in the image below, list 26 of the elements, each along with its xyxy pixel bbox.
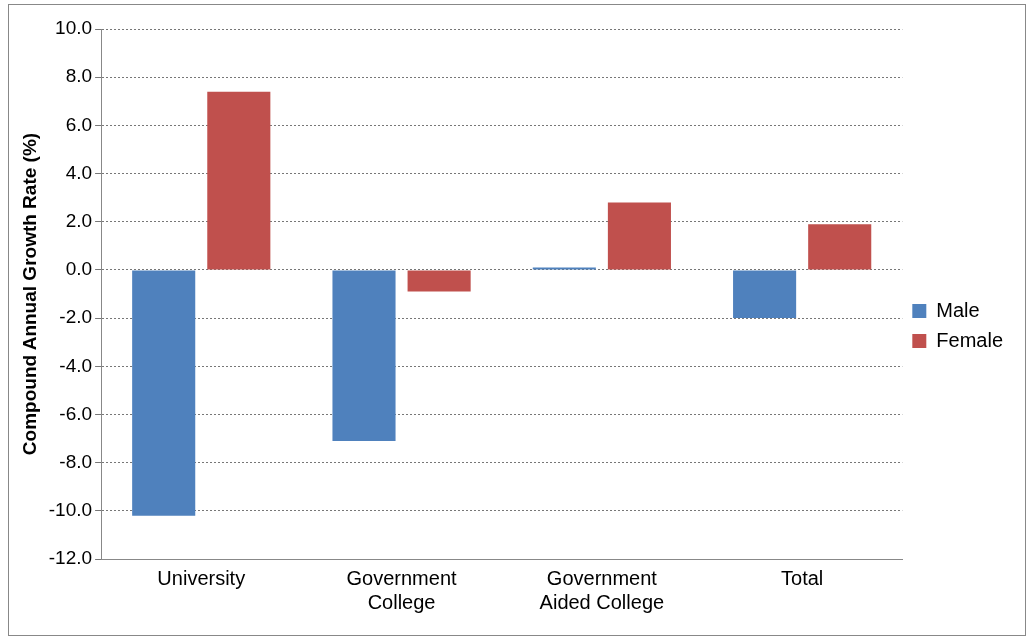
legend-label: Male <box>936 298 980 321</box>
y-tick-label: 6.0 <box>65 113 93 135</box>
x-tick-label: Government College <box>346 566 458 613</box>
y-tick-label: 0.0 <box>65 258 93 280</box>
x-tick-label: University <box>157 566 246 589</box>
bar <box>332 270 396 441</box>
y-tick-label: -8.0 <box>59 450 93 472</box>
y-axis-title: Compound Annual Growth Rate (%) <box>18 132 40 456</box>
x-tick-label: Government Aided College <box>539 566 665 613</box>
y-tick-label: 8.0 <box>65 65 93 87</box>
bar <box>207 91 271 270</box>
y-tick-label: -12.0 <box>48 547 93 569</box>
bar <box>132 270 196 516</box>
y-tick-label: -4.0 <box>59 354 93 376</box>
bar <box>808 224 872 270</box>
y-tick-label: 10.0 <box>55 17 93 39</box>
y-tick-label: -10.0 <box>48 499 93 521</box>
legend-label: Female <box>936 328 1004 351</box>
bar <box>407 270 471 292</box>
bar <box>733 270 797 319</box>
x-tick-label: Total <box>781 566 824 589</box>
y-tick-label: -6.0 <box>59 402 93 424</box>
y-tick-label: 2.0 <box>65 209 93 231</box>
bar <box>607 202 671 270</box>
y-tick-label: -2.0 <box>59 306 93 328</box>
y-tick-label: 4.0 <box>65 161 93 183</box>
